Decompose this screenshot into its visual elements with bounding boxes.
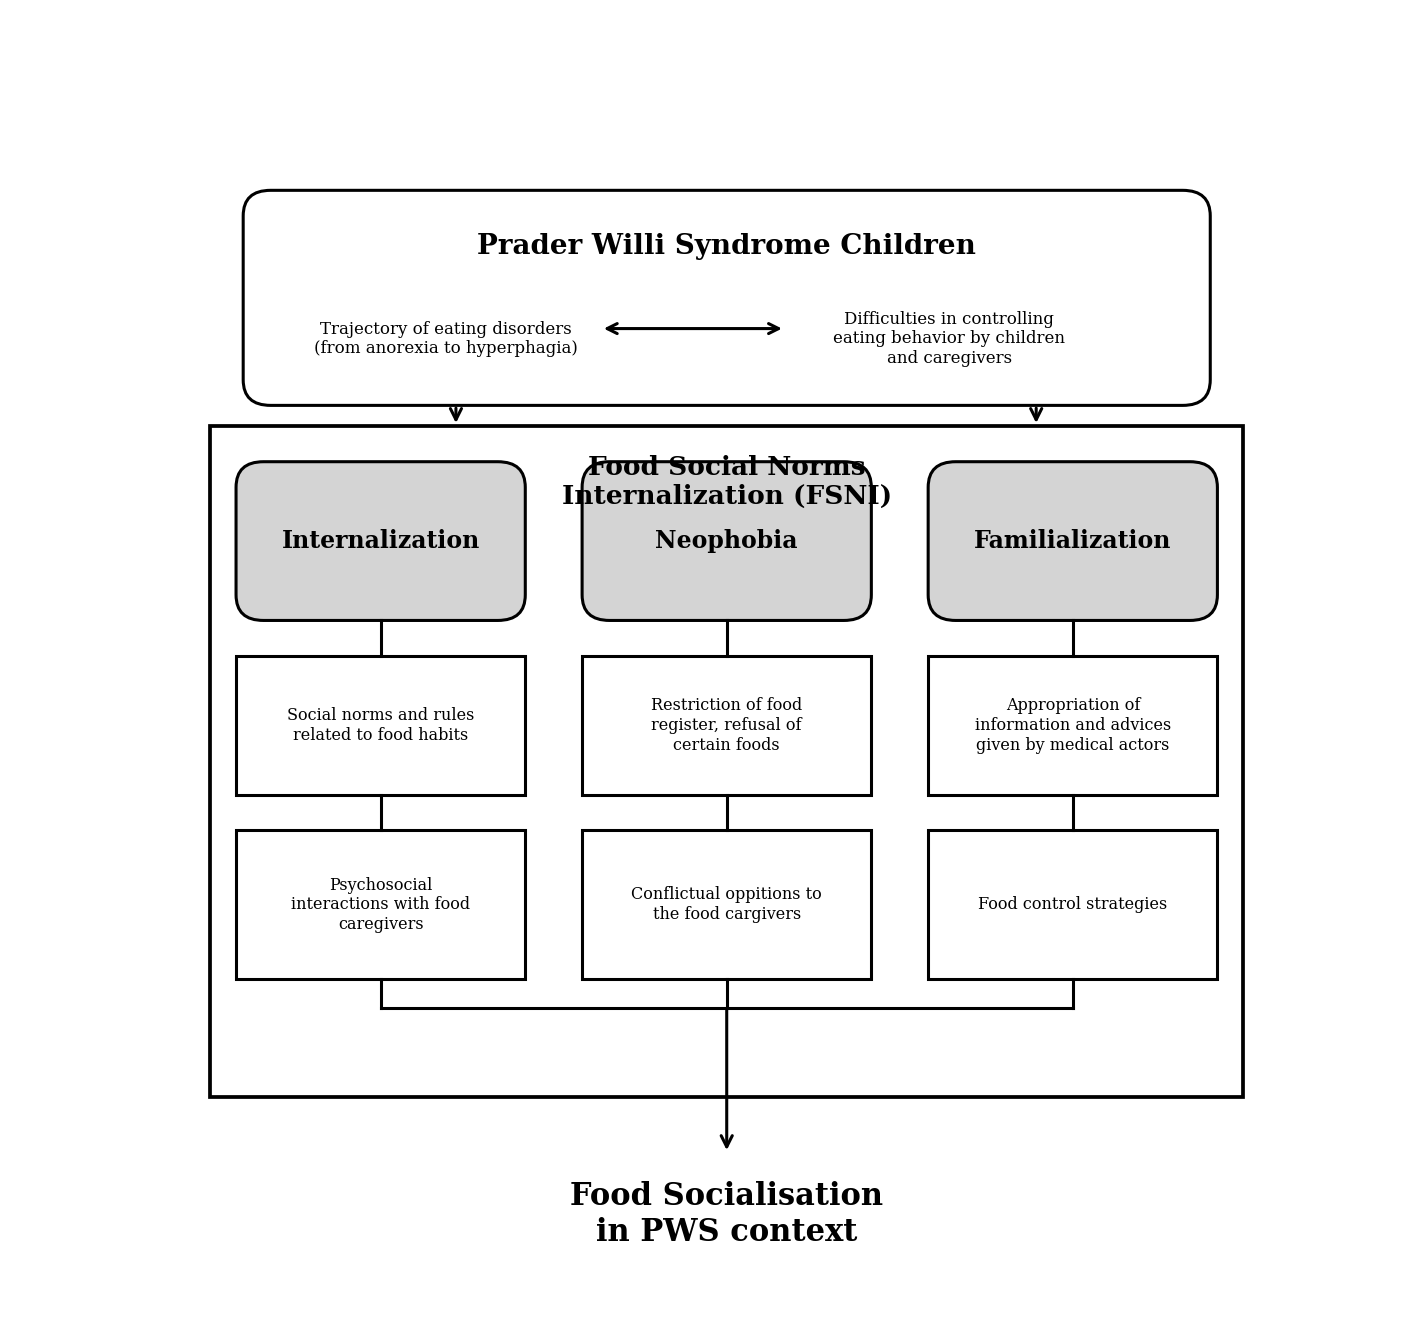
Text: Prader Willi Syndrome Children: Prader Willi Syndrome Children <box>478 233 976 261</box>
Bar <box>929 830 1218 979</box>
Bar <box>583 656 871 794</box>
Bar <box>583 830 871 979</box>
Bar <box>235 656 525 794</box>
Text: Difficulties in controlling
eating behavior by children
and caregivers: Difficulties in controlling eating behav… <box>834 311 1065 367</box>
Text: Familialization: Familialization <box>974 529 1171 553</box>
Text: Trajectory of eating disorders
(from anorexia to hyperphagia): Trajectory of eating disorders (from ano… <box>315 321 579 358</box>
Text: Psychosocial
interactions with food
caregivers: Psychosocial interactions with food care… <box>291 876 471 932</box>
Text: Neophobia: Neophobia <box>655 529 798 553</box>
FancyBboxPatch shape <box>235 462 525 620</box>
Text: Conflictual oppitions to
the food cargivers: Conflictual oppitions to the food cargiv… <box>631 886 822 923</box>
Text: Internalization: Internalization <box>282 529 479 553</box>
Bar <box>929 656 1218 794</box>
Bar <box>210 426 1244 1097</box>
Text: Food control strategies: Food control strategies <box>978 896 1167 914</box>
Text: Food Socialisation
in PWS context: Food Socialisation in PWS context <box>570 1181 883 1248</box>
Text: Appropriation of
information and advices
given by medical actors: Appropriation of information and advices… <box>974 697 1171 754</box>
Text: Social norms and rules
related to food habits: Social norms and rules related to food h… <box>286 708 475 743</box>
Text: Restriction of food
register, refusal of
certain foods: Restriction of food register, refusal of… <box>651 697 803 754</box>
Text: Food Social Norms
Internalization (FSNI): Food Social Norms Internalization (FSNI) <box>562 455 892 509</box>
FancyBboxPatch shape <box>244 190 1210 406</box>
FancyBboxPatch shape <box>929 462 1218 620</box>
Bar <box>235 830 525 979</box>
FancyBboxPatch shape <box>583 462 871 620</box>
